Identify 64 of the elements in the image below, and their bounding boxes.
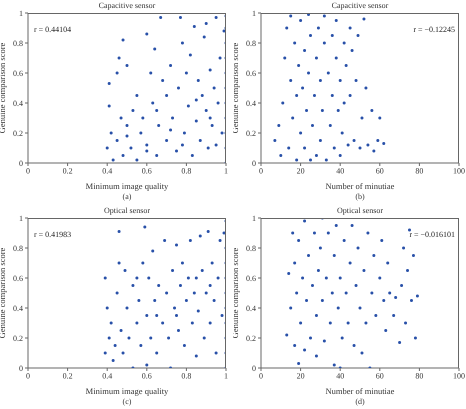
y-tick-label: 0.6 (13, 274, 23, 283)
x-tick-label: 0.2 (62, 166, 73, 176)
y-tick-label: 0.6 (13, 68, 23, 78)
x-tick-label: 40 (336, 166, 344, 176)
y-tick-label: 1 (252, 214, 256, 223)
y-tick-label: 0.2 (246, 128, 256, 138)
x-tick-label: 20 (296, 372, 305, 381)
x-tick-label: 0.6 (142, 372, 152, 381)
chart-title: Capacitive sensor (98, 0, 156, 12)
x-axis-title: Minimum image quality (86, 181, 170, 191)
x-tick-label: 0.4 (102, 372, 112, 381)
y-tick-label: 0.8 (13, 38, 23, 48)
y-tick-label: 0.6 (246, 68, 256, 78)
x-tick-label: 0.6 (142, 166, 152, 176)
chart-title: Optical sensor (103, 205, 151, 217)
x-tick-label: 80 (415, 166, 424, 176)
text: (d) (354, 397, 366, 406)
chart-title: Optical sensor (336, 205, 384, 217)
y-tick-label: 0.4 (246, 98, 256, 108)
x-tick-label: 60 (376, 372, 384, 381)
x-axis-title: Number of minutiae (326, 181, 395, 191)
x-tick-label: 0.2 (62, 372, 73, 381)
y-tick-label: 0.4 (246, 304, 256, 313)
chart-title: Capacitive sensor (330, 0, 390, 12)
y-tick-label: 0.4 (13, 304, 23, 313)
x-tick-label: 0.4 (102, 166, 112, 176)
x-tick-label: 0.8 (181, 166, 192, 176)
x-tick-label: 0 (26, 166, 30, 176)
x-tick-label: 40 (336, 372, 344, 381)
y-tick-label: 0 (252, 364, 256, 373)
x-tick-label: 20 (296, 166, 305, 176)
x-tick-label: 0.8 (181, 372, 192, 381)
annotation: r = 0.41983 (34, 230, 72, 239)
y-tick-label: 0.8 (246, 38, 256, 48)
x-tick-label: 1 (224, 372, 228, 381)
x-tick-label: 0 (259, 166, 263, 176)
annotation: r = 0.44104 (34, 25, 72, 34)
x-tick-label: 0 (26, 372, 30, 381)
annotation: r = −0.12245 (413, 25, 455, 34)
x-tick-label: 1 (224, 166, 228, 176)
x-tick-label: 100 (453, 166, 465, 176)
y-tick-label: 0.8 (13, 244, 23, 253)
y-tick-label: 1 (252, 8, 256, 18)
y-tick-label: 0 (19, 158, 23, 168)
text: (c) (122, 397, 132, 406)
x-axis-title: Minimum image quality (86, 386, 170, 396)
x-tick-label: 0 (259, 372, 263, 381)
y-tick-label: 0 (252, 158, 256, 168)
y-tick-label: 1 (19, 214, 23, 223)
x-tick-label: 60 (376, 166, 384, 176)
x-axis-title: Number of minutiae (326, 386, 395, 396)
y-tick-label: 1 (19, 8, 23, 18)
y-tick-label: 0.6 (246, 274, 256, 283)
y-tick-label: 0.2 (13, 128, 23, 138)
y-tick-label: 0.4 (13, 98, 23, 108)
x-tick-label: 80 (415, 372, 424, 381)
y-tick-label: 0.8 (246, 244, 256, 253)
annotation: r = −0.016101 (409, 230, 455, 239)
text: (a) (122, 192, 132, 201)
y-tick-label: 0.2 (246, 334, 256, 343)
y-tick-label: 0 (19, 364, 23, 373)
text: (b) (354, 192, 366, 201)
x-tick-label: 100 (453, 372, 465, 381)
y-tick-label: 0.2 (13, 334, 23, 343)
